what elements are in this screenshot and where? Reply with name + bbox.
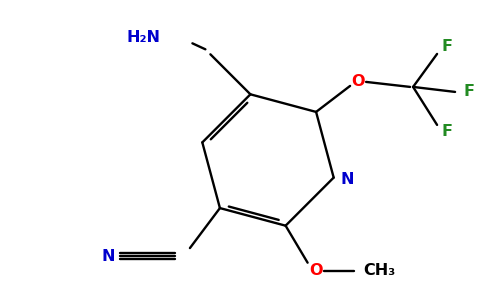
Text: O: O [309, 263, 322, 278]
Text: CH₃: CH₃ [363, 263, 396, 278]
Text: O: O [351, 74, 365, 89]
Text: N: N [341, 172, 354, 187]
Text: N: N [102, 249, 115, 264]
Text: F: F [441, 124, 452, 140]
Text: F: F [463, 84, 474, 99]
Text: H₂N: H₂N [126, 30, 160, 45]
Text: F: F [441, 39, 452, 54]
